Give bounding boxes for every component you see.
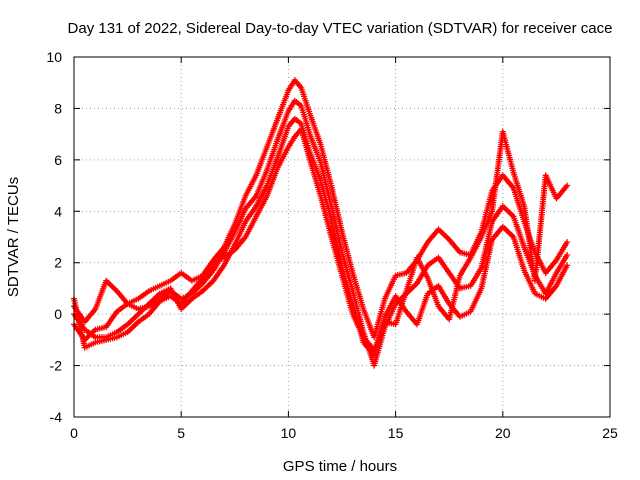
data-point xyxy=(564,252,571,258)
data-point xyxy=(564,239,571,246)
y-tick-label: 10 xyxy=(46,49,62,65)
y-tick-label: 8 xyxy=(54,100,62,116)
data-marks xyxy=(71,77,571,369)
series-trace-4 xyxy=(71,126,571,354)
y-tick-label: -2 xyxy=(50,358,63,374)
x-tick-label: 5 xyxy=(177,425,185,441)
y-tick-label: 0 xyxy=(54,306,62,322)
x-tick-label: 10 xyxy=(281,425,297,441)
plot-frame xyxy=(73,56,611,418)
data-point xyxy=(564,182,571,189)
y-tick-label: 6 xyxy=(54,152,62,168)
x-axis-label: GPS time / hours xyxy=(283,458,397,475)
x-tick-label: 0 xyxy=(70,425,78,441)
x-tick-label: 20 xyxy=(495,425,511,441)
chart-title: Day 131 of 2022, Sidereal Day-to-day VTE… xyxy=(68,20,613,37)
y-tick-label: 2 xyxy=(54,255,62,271)
x-tick-label: 25 xyxy=(602,425,618,441)
data-point xyxy=(564,262,571,269)
y-axis-label: SDTVAR / TECUs xyxy=(5,177,22,297)
series-trace-3 xyxy=(71,115,571,359)
x-tick-label: 15 xyxy=(388,425,404,441)
y-tick-label: -4 xyxy=(50,409,63,425)
y-tick-label: 4 xyxy=(54,203,62,219)
